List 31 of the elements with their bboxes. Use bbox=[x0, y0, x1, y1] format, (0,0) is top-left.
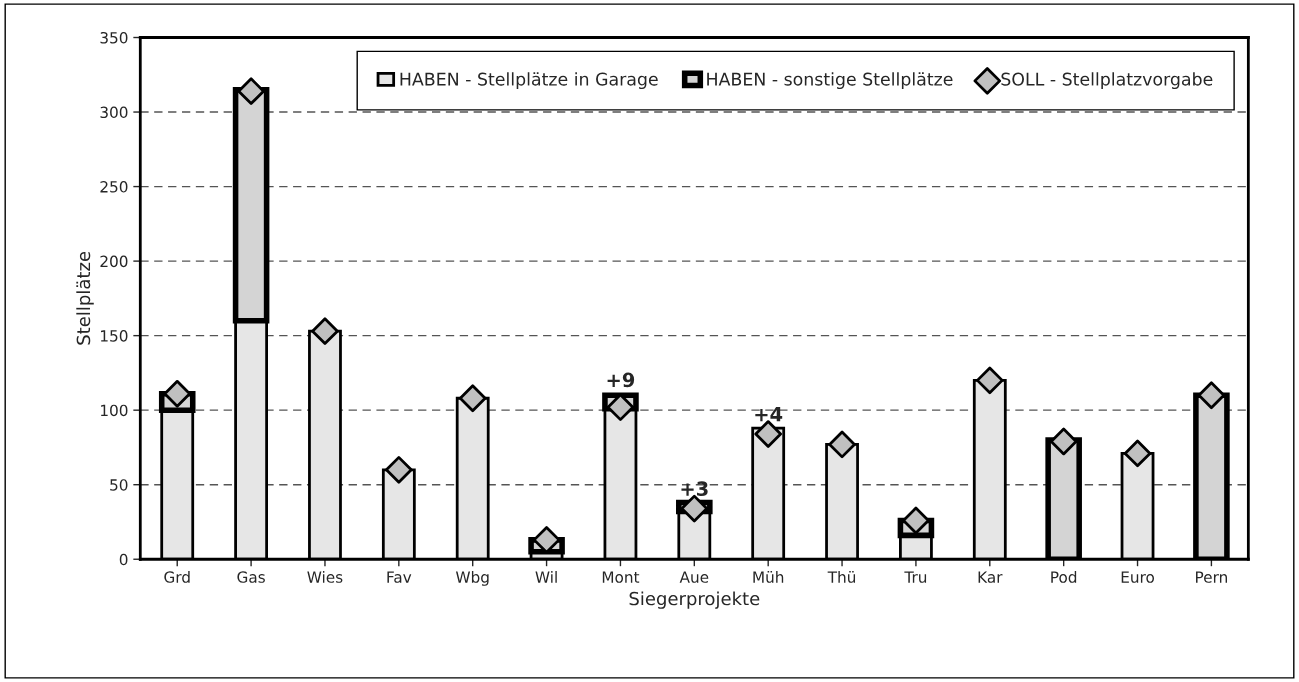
x-tick-label: Gas bbox=[237, 571, 265, 583]
x-tick-label: Tru bbox=[904, 571, 927, 583]
x-tick-label: Thü bbox=[827, 571, 856, 583]
legend-label: SOLL - Stellplatzvorgabe bbox=[1001, 72, 1213, 90]
x-tick-label: Wbg bbox=[455, 571, 489, 586]
x-tick-label: Fav bbox=[387, 571, 412, 583]
y-tick-label: 50 bbox=[110, 479, 128, 491]
y-axis-title: Stellplätze bbox=[76, 251, 94, 345]
annotation: +3 bbox=[681, 481, 708, 497]
x-tick-label: Kar bbox=[978, 571, 1003, 583]
y-tick-label: 300 bbox=[100, 106, 128, 119]
x-tick-label: Pod bbox=[1051, 571, 1077, 583]
x-tick-label: Euro bbox=[1121, 571, 1155, 583]
x-tick-label: Aue bbox=[679, 571, 709, 583]
x-tick-label: Mont bbox=[602, 571, 640, 583]
x-axis-title: Siegerprojekte bbox=[629, 591, 760, 609]
y-tick-label: 150 bbox=[101, 330, 128, 342]
x-tick-label: Wil bbox=[535, 571, 557, 583]
x-tick-label: Grd bbox=[164, 571, 190, 583]
legend-label: HABEN - Stellplätze in Garage bbox=[400, 72, 658, 90]
y-tick-label: 0 bbox=[119, 553, 128, 566]
x-tick-label: Wies bbox=[307, 571, 343, 583]
legend-label: HABEN - sonstige Stellplätze bbox=[707, 72, 953, 90]
y-tick-label: 250 bbox=[100, 181, 128, 193]
y-tick-label: 100 bbox=[101, 404, 128, 417]
x-tick-label: Pern bbox=[1196, 571, 1227, 583]
y-tick-label: 350 bbox=[100, 31, 128, 44]
x-tick-label: Müh bbox=[753, 571, 784, 583]
annotation: +9 bbox=[607, 372, 635, 388]
annotation: +4 bbox=[755, 407, 783, 422]
y-tick-label: 200 bbox=[100, 255, 128, 268]
